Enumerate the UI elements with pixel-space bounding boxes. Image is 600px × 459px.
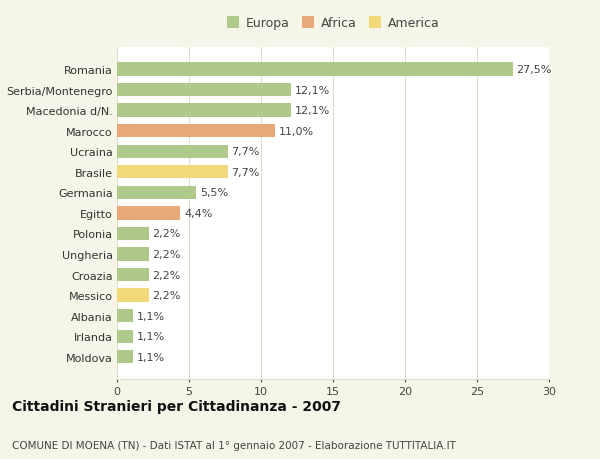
Text: 1,1%: 1,1%: [136, 331, 164, 341]
Text: 2,2%: 2,2%: [152, 229, 181, 239]
Text: 27,5%: 27,5%: [517, 65, 552, 75]
Bar: [117, 269, 149, 282]
Text: 12,1%: 12,1%: [295, 106, 330, 116]
Text: 2,2%: 2,2%: [152, 291, 181, 301]
Text: 5,5%: 5,5%: [200, 188, 228, 198]
Text: Cittadini Stranieri per Cittadinanza - 2007: Cittadini Stranieri per Cittadinanza - 2…: [12, 399, 341, 413]
Bar: [117, 166, 228, 179]
Bar: [117, 186, 196, 200]
Text: 7,7%: 7,7%: [232, 147, 260, 157]
Bar: [117, 350, 133, 364]
Bar: [117, 125, 275, 138]
Bar: [117, 84, 291, 97]
Bar: [117, 207, 181, 220]
Bar: [117, 104, 291, 118]
Bar: [117, 330, 133, 343]
Text: 4,4%: 4,4%: [184, 208, 212, 218]
Text: 1,1%: 1,1%: [136, 352, 164, 362]
Bar: [117, 289, 149, 302]
Text: 7,7%: 7,7%: [232, 168, 260, 178]
Text: 11,0%: 11,0%: [279, 126, 314, 136]
Bar: [117, 248, 149, 261]
Text: 12,1%: 12,1%: [295, 85, 330, 95]
Text: 2,2%: 2,2%: [152, 270, 181, 280]
Bar: [117, 309, 133, 323]
Text: 1,1%: 1,1%: [136, 311, 164, 321]
Bar: [117, 227, 149, 241]
Text: COMUNE DI MOENA (TN) - Dati ISTAT al 1° gennaio 2007 - Elaborazione TUTTITALIA.I: COMUNE DI MOENA (TN) - Dati ISTAT al 1° …: [12, 440, 456, 450]
Legend: Europa, Africa, America: Europa, Africa, America: [224, 15, 442, 33]
Bar: [117, 145, 228, 158]
Text: 2,2%: 2,2%: [152, 249, 181, 259]
Bar: [117, 63, 513, 77]
